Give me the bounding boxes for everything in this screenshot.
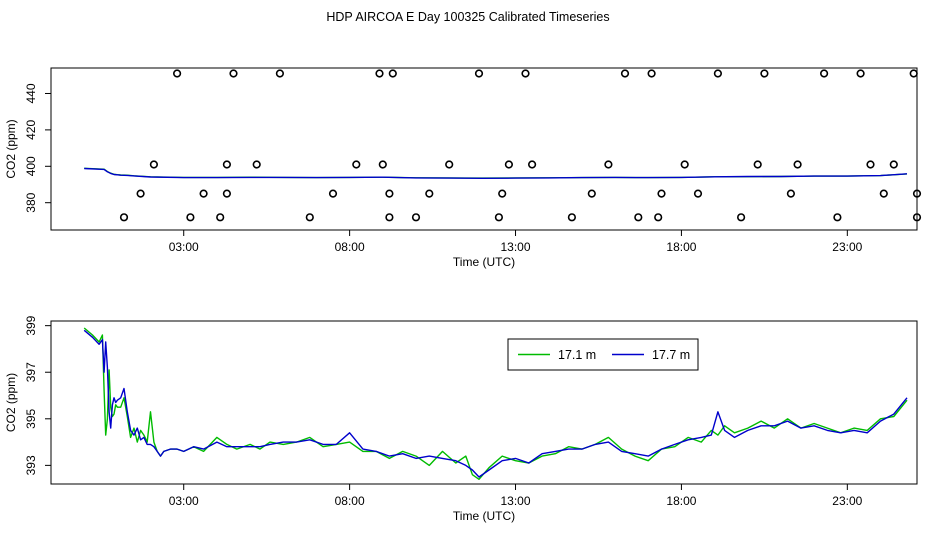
data-point [527, 160, 537, 169]
top-panel: 03:00 08:00 13:00 18:00 23:00 380 400 420 440 Tim… [4, 67, 922, 269]
data-point [425, 189, 434, 198]
data-point [136, 189, 145, 198]
x-tick-label: 23:00 [832, 240, 862, 254]
y-tick-label: 399 [24, 315, 38, 335]
data-point [222, 160, 231, 169]
data-point [199, 189, 208, 198]
x-tick-label: 08:00 [335, 240, 365, 254]
y-tick-label: 420 [24, 120, 38, 140]
x-tick-label: 13:00 [501, 240, 531, 254]
data-point [889, 160, 898, 169]
x-tick-label: 18:00 [666, 494, 696, 508]
bottom-panel: 03:00 08:00 13:00 18:00 23:00 393 395 397 399 Tim… [4, 315, 918, 523]
legend-label: 17.7 m [652, 348, 690, 362]
data-point [654, 213, 663, 222]
legend: 17.1 m 17.7 m [507, 338, 699, 371]
data-point [786, 189, 796, 198]
data-point [866, 160, 875, 169]
x-tick-label: 08:00 [335, 494, 365, 508]
data-point [760, 69, 769, 78]
data-point [856, 69, 865, 78]
data-point [411, 213, 421, 222]
series-line-1 [83, 329, 908, 478]
data-point [229, 69, 238, 78]
data-point [445, 160, 454, 169]
y-tick-label: 440 [24, 83, 38, 103]
data-point [912, 189, 922, 198]
y-tick-label: 400 [24, 156, 38, 176]
data-point [604, 160, 613, 169]
data-point [378, 160, 387, 169]
data-point [713, 69, 723, 78]
y-axis-title: CO2 (ppm) [4, 373, 18, 432]
data-point [504, 160, 514, 169]
data-point [305, 213, 314, 222]
data-point [793, 160, 802, 169]
data-point [388, 69, 397, 78]
data-point [474, 69, 484, 78]
data-point [819, 69, 829, 78]
data-point [833, 213, 842, 222]
legend-label: 17.1 m [558, 348, 596, 362]
data-point [498, 189, 507, 198]
data-point [252, 160, 261, 169]
data-point [587, 189, 596, 198]
data-point [879, 189, 888, 198]
data-point [352, 160, 361, 169]
data-point [657, 189, 666, 198]
y-tick-label: 393 [24, 455, 38, 475]
y-tick-label: 395 [24, 408, 38, 428]
data-point [567, 213, 577, 222]
plot-frame [50, 320, 918, 485]
data-point [119, 213, 129, 222]
data-point [521, 69, 530, 78]
x-axis-title: Time (UTC) [453, 509, 515, 523]
data-point [222, 189, 231, 198]
data-point [494, 213, 504, 222]
data-point [647, 69, 656, 78]
series-line-2 [84, 167, 908, 180]
data-point [912, 213, 922, 222]
data-point [216, 213, 225, 222]
data-point [328, 189, 338, 198]
data-point [909, 69, 918, 78]
figure-title: HDP AIRCOA E Day 100325 Calibrated Times… [326, 10, 609, 24]
data-point [620, 69, 630, 78]
data-point [753, 160, 762, 169]
data-point [680, 160, 689, 169]
y-tick-label: 397 [24, 362, 38, 382]
x-tick-label: 03:00 [169, 494, 199, 508]
x-tick-label: 03:00 [169, 240, 199, 254]
data-point [375, 69, 384, 78]
data-point [385, 189, 394, 198]
data-point [173, 69, 182, 78]
data-point [634, 213, 643, 222]
x-tick-label: 13:00 [501, 494, 531, 508]
x-tick-label: 23:00 [832, 494, 862, 508]
x-tick-label: 18:00 [666, 240, 696, 254]
data-point [186, 213, 195, 222]
data-point [693, 189, 703, 198]
x-axis-title: Time (UTC) [453, 255, 515, 269]
y-tick-label: 380 [24, 192, 38, 212]
data-point [385, 213, 394, 222]
y-axis-title: CO2 (ppm) [4, 119, 18, 178]
data-point [736, 213, 746, 222]
series-line-0 [83, 327, 908, 480]
data-point [275, 69, 285, 78]
data-point [149, 160, 158, 169]
plot-frame [50, 67, 918, 231]
